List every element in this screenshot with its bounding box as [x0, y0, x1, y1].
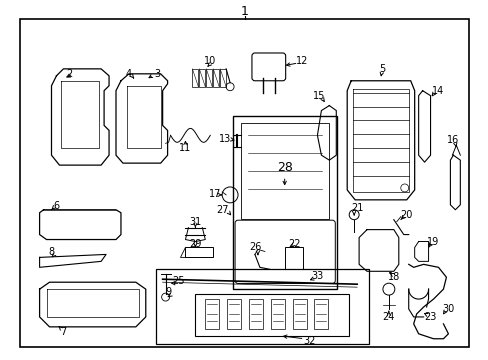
Text: 21: 21: [350, 203, 363, 213]
Text: 4: 4: [125, 69, 132, 79]
Text: 30: 30: [441, 304, 454, 314]
Text: 13: 13: [219, 134, 231, 144]
Bar: [226, 299, 241, 329]
Text: 17: 17: [208, 189, 221, 199]
Bar: [248, 299, 263, 329]
Text: 12: 12: [296, 56, 308, 66]
Bar: [206, 69, 212, 87]
Bar: [195, 294, 348, 336]
Text: 26: 26: [249, 243, 262, 252]
Text: 3: 3: [154, 69, 161, 79]
Text: 16: 16: [447, 135, 459, 145]
Text: 18: 18: [387, 272, 399, 282]
Text: 33: 33: [311, 271, 323, 281]
Text: 20: 20: [400, 210, 412, 220]
Text: 10: 10: [203, 56, 216, 66]
Text: 5: 5: [378, 64, 384, 74]
Bar: [205, 299, 219, 329]
Bar: [314, 299, 327, 329]
Text: 32: 32: [303, 336, 315, 346]
Text: 19: 19: [427, 237, 439, 247]
Text: 27: 27: [216, 205, 228, 215]
Text: 11: 11: [179, 143, 191, 153]
Text: 2: 2: [66, 69, 72, 79]
Bar: [241, 123, 328, 219]
Bar: [199, 69, 205, 87]
Bar: [270, 299, 284, 329]
Text: 8: 8: [48, 247, 55, 257]
Bar: [185, 247, 213, 257]
Bar: [155, 269, 368, 344]
Text: 25: 25: [172, 276, 184, 286]
Bar: [292, 299, 306, 329]
Text: 28: 28: [276, 161, 292, 174]
Bar: [192, 69, 198, 87]
Bar: [233, 116, 337, 289]
Text: 6: 6: [53, 201, 60, 211]
Text: 7: 7: [60, 327, 66, 337]
Text: 23: 23: [424, 312, 436, 322]
Text: 1: 1: [241, 5, 248, 18]
Bar: [213, 69, 219, 87]
Text: 14: 14: [431, 86, 444, 96]
Bar: [284, 247, 302, 269]
Text: 24: 24: [382, 312, 394, 322]
Text: 29: 29: [189, 239, 201, 248]
Bar: [220, 69, 225, 87]
Text: 15: 15: [313, 91, 325, 101]
Text: 31: 31: [189, 217, 201, 227]
Text: 9: 9: [165, 287, 171, 297]
Text: 22: 22: [288, 239, 300, 248]
